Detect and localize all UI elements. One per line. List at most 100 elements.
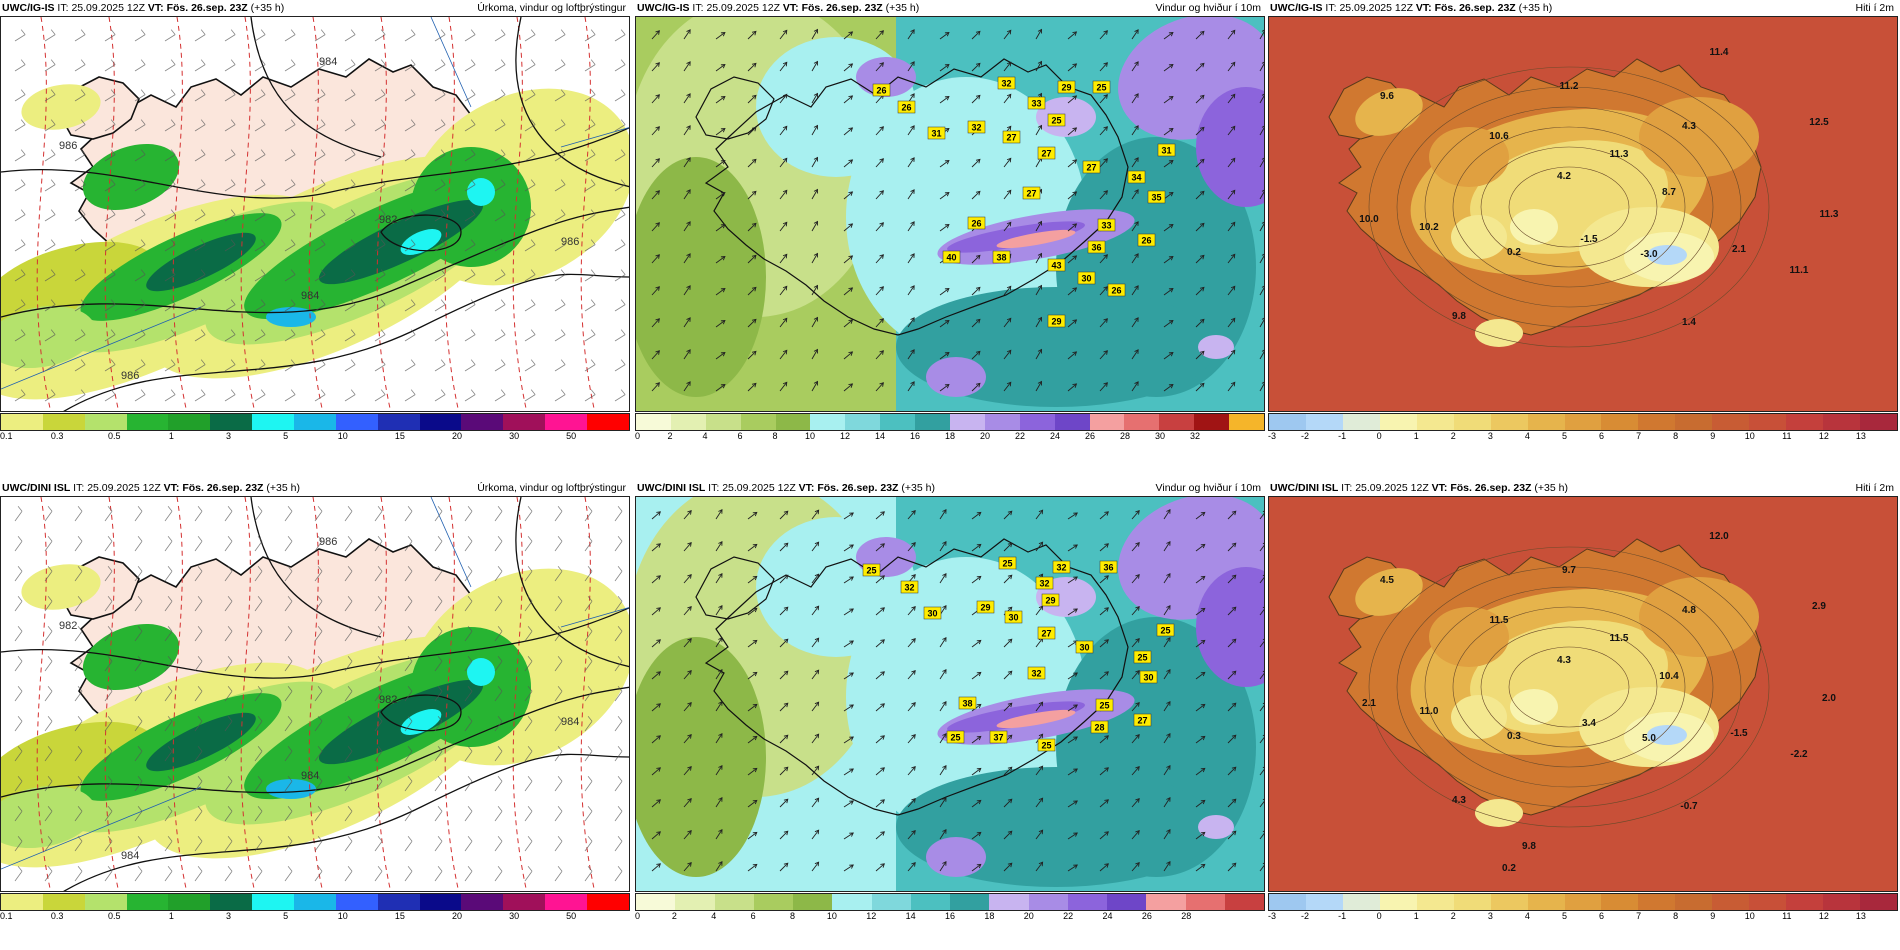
- legend-swatch: [587, 414, 629, 430]
- panel-title: Úrkoma, vindur og loftþrýstingur: [477, 482, 626, 494]
- gust-value: 37: [993, 733, 1003, 743]
- valid-label: VT:: [1415, 2, 1432, 14]
- isobars: [1, 17, 629, 411]
- isobar-label: 986: [561, 236, 579, 248]
- temperature-value: 9.8: [1522, 841, 1536, 852]
- isobars: [1, 497, 629, 891]
- legend-swatch: [1601, 414, 1639, 430]
- legend-swatch: [1185, 894, 1225, 910]
- gust-value: 26: [971, 219, 981, 229]
- isobar-labels: 982 984 984 982 986 984: [59, 536, 579, 862]
- legend-tick: 3: [225, 911, 231, 921]
- run-info: UWC/IG-IS IT: 25.09.2025 12Z VT: Fös. 26…: [637, 0, 919, 16]
- wind-blob: [926, 837, 986, 877]
- gust-value: 25: [1041, 741, 1051, 751]
- lead-time: (+35 h): [901, 482, 935, 494]
- init-time: 25.09.2025 12Z: [71, 2, 145, 14]
- temperature-value: 11.3: [1610, 149, 1629, 160]
- legend-swatch: [377, 894, 420, 910]
- color-legend: [635, 893, 1265, 911]
- gust-badge: [1157, 143, 1176, 157]
- legend-ticks: 0.1 0.3 0.5 1 3 5 10 15 20 30 50: [0, 431, 630, 443]
- temperature-value: 8.7: [1662, 187, 1676, 198]
- legend-tick: 24: [1102, 911, 1113, 921]
- gust-value: 25: [1002, 559, 1012, 569]
- legend-tick: 1: [168, 431, 174, 441]
- wind-arrows: [651, 28, 1264, 392]
- legend-tick: 32: [1189, 431, 1201, 441]
- legend-swatch: [461, 414, 504, 430]
- legend-swatch: [335, 414, 378, 430]
- gust-value: 27: [1041, 149, 1051, 159]
- legend-tick: 4: [711, 911, 717, 921]
- map-wind: 26 26 31 32 27 29 33 32 25 25 27 27 34 31 35 27 33 26 40 38…: [635, 16, 1265, 412]
- temperature-contours: [1368, 546, 1770, 828]
- legend-tick: -3: [1268, 431, 1277, 441]
- gust-badge: [1075, 640, 1094, 654]
- legend-tick: 10: [804, 431, 816, 441]
- isobar-label: 986: [121, 370, 139, 382]
- legend-tick: 10: [1744, 911, 1755, 921]
- legend-tick: -1: [1338, 431, 1347, 441]
- legend-tick: 8: [789, 911, 796, 921]
- legend-tick: 16: [909, 431, 921, 441]
- legend-swatch: [1107, 894, 1147, 910]
- gust-badge: [1057, 80, 1076, 94]
- gust-value: 30: [1143, 673, 1153, 683]
- gust-badge: [1107, 283, 1126, 297]
- wind-barbs: [14, 506, 623, 882]
- gust-value: 32: [1039, 579, 1049, 589]
- legend-tick: 28: [1181, 911, 1192, 921]
- wind-blob: [926, 357, 986, 397]
- panel-header: UWC/IG-IS IT: 25.09.2025 12Z VT: Fös. 26…: [1268, 0, 1898, 16]
- legend-swatch: [675, 894, 715, 910]
- temp-blob: [1451, 695, 1507, 739]
- temperature-value: 3.4: [1582, 718, 1596, 729]
- legend-swatch: [252, 414, 295, 430]
- gust-value: 32: [971, 123, 981, 133]
- gust-value: 27: [1137, 716, 1147, 726]
- legend-tick: 6: [737, 431, 743, 441]
- panel-title: Hiti í 2m: [1855, 482, 1894, 494]
- legend-tick: 12: [1818, 431, 1829, 441]
- temp-blob: [1639, 97, 1759, 177]
- gust-badge: [1027, 96, 1046, 110]
- legend-tick: 12: [839, 431, 851, 441]
- legend-swatch: [84, 894, 127, 910]
- temperature-value: 12.0: [1709, 531, 1729, 542]
- temperature-value: -0.7: [1680, 801, 1698, 812]
- gust-value: 35: [1151, 193, 1161, 203]
- temperature-labels: 11.4 9.6 11.2 10.6 4.3 12.5 11.3 4.2 8.7 10.0 10.2…: [1359, 47, 1839, 328]
- legend-tick: 8: [1673, 911, 1679, 921]
- legend-swatch: [1019, 414, 1055, 430]
- legend-swatch: [587, 894, 629, 910]
- legend-tick: 22: [1063, 911, 1074, 921]
- lead-time: (+35 h): [266, 482, 300, 494]
- legend-swatch: [294, 894, 336, 910]
- gust-badge: [862, 563, 881, 577]
- legend-tick: 2: [667, 431, 673, 441]
- map-wind: 25 32 30 29 30 32 32 25 29 36 27 30 25 25 30 32 25 38 25 37…: [635, 496, 1265, 892]
- temp-blob: [1647, 245, 1687, 265]
- isobar-label: 984: [319, 56, 337, 68]
- legend-swatch: [1490, 894, 1528, 910]
- legend-swatch: [832, 894, 872, 910]
- gust-value: 26: [1141, 236, 1151, 246]
- legend-tick: 2: [1450, 431, 1456, 441]
- isobar-label: 984: [561, 716, 579, 728]
- gust-value: 26: [1111, 286, 1121, 296]
- gust-badge: [1052, 560, 1071, 574]
- temp-blob: [1475, 319, 1523, 347]
- legend-tick: 12: [1818, 911, 1829, 921]
- wind-barbs: [14, 29, 626, 402]
- precip-blob: [82, 624, 180, 690]
- precip-blob: [400, 229, 442, 255]
- legend-swatch: [1269, 414, 1306, 430]
- gust-badge: [1027, 666, 1046, 680]
- wind-blob: [846, 77, 1086, 357]
- gust-value: 25: [1137, 653, 1147, 663]
- valid-label: VT:: [782, 2, 799, 14]
- legend-swatch: [1712, 414, 1750, 430]
- legend-swatch: [871, 894, 911, 910]
- run-info: UWC/DINI ISL IT: 25.09.2025 12Z VT: Fös.…: [637, 480, 935, 496]
